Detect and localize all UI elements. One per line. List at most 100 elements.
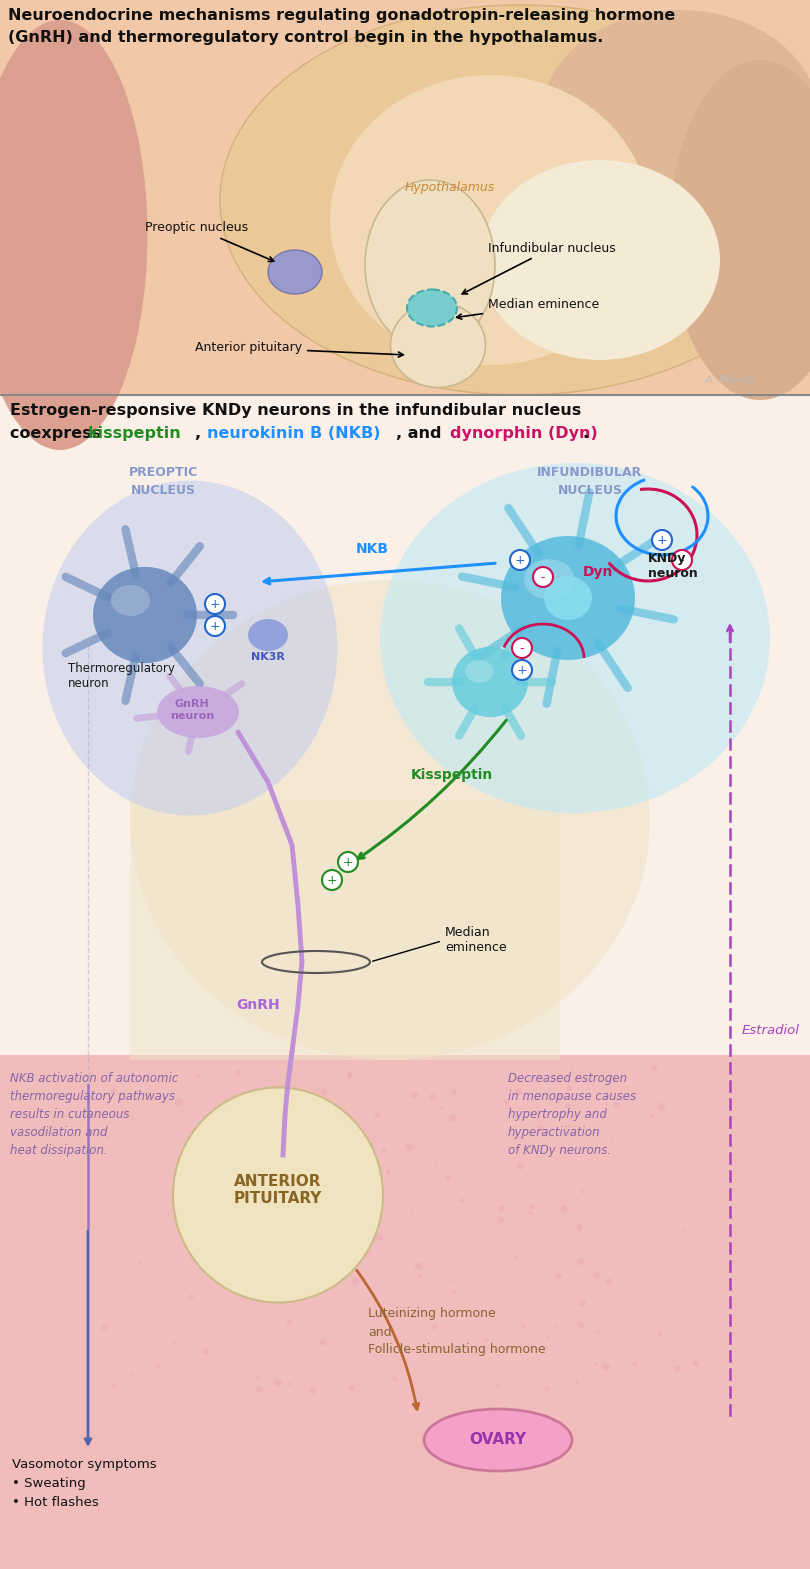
Circle shape [374, 1112, 380, 1117]
Text: A. Rekite: A. Rekite [705, 375, 755, 384]
Circle shape [521, 1323, 526, 1327]
Circle shape [418, 1274, 421, 1277]
Text: +: + [517, 664, 527, 676]
Text: INFUNDIBULAR
NUCLEUS: INFUNDIBULAR NUCLEUS [537, 466, 642, 497]
Text: Luteinizing hormone
and
Follicle-stimulating hormone: Luteinizing hormone and Follicle-stimula… [368, 1307, 546, 1357]
Circle shape [205, 595, 225, 613]
Circle shape [336, 1159, 341, 1164]
Circle shape [366, 1183, 374, 1189]
Circle shape [556, 1326, 558, 1329]
Circle shape [266, 1280, 272, 1288]
Text: -: - [541, 571, 545, 584]
Text: Kisspeptin: Kisspeptin [411, 767, 493, 781]
Ellipse shape [268, 249, 322, 293]
Circle shape [156, 1365, 160, 1370]
Circle shape [545, 1387, 549, 1392]
Text: -: - [680, 554, 684, 566]
Circle shape [498, 1205, 505, 1213]
Circle shape [652, 1065, 658, 1072]
Circle shape [405, 1144, 413, 1150]
Circle shape [606, 1279, 612, 1285]
Circle shape [650, 1114, 654, 1119]
Circle shape [595, 1363, 597, 1367]
Circle shape [256, 1385, 263, 1393]
Circle shape [347, 1075, 352, 1079]
Text: -: - [520, 642, 524, 654]
Text: coexpress: coexpress [10, 427, 107, 441]
Circle shape [451, 1089, 457, 1095]
Circle shape [101, 1324, 108, 1331]
Circle shape [296, 1108, 299, 1111]
Circle shape [429, 1094, 436, 1100]
Circle shape [658, 1103, 666, 1111]
Circle shape [565, 1103, 570, 1108]
Circle shape [392, 1376, 397, 1382]
Circle shape [652, 530, 672, 551]
Text: Estrogen-responsive KNDy neurons in the infundibular nucleus: Estrogen-responsive KNDy neurons in the … [10, 403, 582, 417]
Circle shape [504, 1098, 509, 1105]
Text: Median
eminence: Median eminence [373, 926, 506, 962]
Circle shape [321, 1089, 327, 1095]
Ellipse shape [544, 576, 592, 620]
Ellipse shape [524, 559, 574, 599]
Text: , and: , and [396, 427, 447, 441]
Circle shape [321, 1218, 324, 1221]
Circle shape [266, 1156, 272, 1163]
Circle shape [156, 1305, 158, 1309]
Text: GnRH
neuron: GnRH neuron [170, 700, 214, 720]
Circle shape [611, 1139, 613, 1141]
Text: OVARY: OVARY [470, 1432, 526, 1448]
Text: .: . [582, 427, 588, 441]
Circle shape [377, 1235, 383, 1241]
Text: Estradiol: Estradiol [742, 1023, 799, 1037]
Ellipse shape [407, 290, 457, 326]
Circle shape [411, 1208, 413, 1210]
Text: Vasomotor symptoms
• Sweating
• Hot flashes: Vasomotor symptoms • Sweating • Hot flas… [12, 1458, 156, 1509]
Circle shape [528, 1211, 532, 1214]
Circle shape [440, 1106, 442, 1109]
Circle shape [191, 1098, 194, 1100]
Ellipse shape [424, 1409, 572, 1472]
Circle shape [205, 617, 225, 635]
Circle shape [533, 566, 553, 587]
Circle shape [386, 1169, 391, 1174]
Circle shape [347, 1072, 352, 1076]
Circle shape [293, 1186, 300, 1192]
Text: Infundibular nucleus: Infundibular nucleus [463, 242, 616, 293]
Circle shape [510, 551, 530, 570]
Circle shape [360, 1131, 364, 1136]
Circle shape [110, 1087, 117, 1094]
Circle shape [672, 551, 692, 570]
Circle shape [235, 1247, 237, 1250]
Circle shape [602, 1363, 610, 1371]
Circle shape [177, 1221, 180, 1224]
Ellipse shape [480, 160, 720, 359]
Circle shape [215, 1163, 221, 1169]
Ellipse shape [540, 9, 810, 231]
Circle shape [658, 1331, 663, 1335]
Circle shape [288, 1382, 292, 1385]
Text: +: + [514, 554, 526, 566]
Text: Median eminence: Median eminence [457, 298, 599, 319]
Circle shape [322, 869, 342, 890]
Circle shape [609, 1073, 612, 1076]
Circle shape [326, 1159, 331, 1166]
Circle shape [517, 1163, 523, 1170]
Text: ANTERIOR
PITUITARY: ANTERIOR PITUITARY [234, 1174, 322, 1207]
Circle shape [111, 1384, 116, 1389]
Circle shape [219, 1161, 224, 1167]
Bar [0, 395, 810, 1054]
Ellipse shape [365, 180, 495, 350]
Circle shape [319, 1338, 326, 1346]
Ellipse shape [465, 661, 493, 683]
Circle shape [450, 1280, 452, 1282]
Circle shape [446, 1175, 451, 1181]
Text: NKB: NKB [356, 541, 389, 555]
Ellipse shape [42, 480, 338, 816]
Ellipse shape [452, 646, 528, 717]
Text: +: + [326, 874, 337, 886]
Circle shape [557, 1094, 565, 1100]
Ellipse shape [111, 585, 150, 617]
Text: Decreased estrogen
in menopause causes
hypertrophy and
hyperactivation
of KNDy n: Decreased estrogen in menopause causes h… [508, 1072, 636, 1156]
Circle shape [579, 1301, 586, 1307]
